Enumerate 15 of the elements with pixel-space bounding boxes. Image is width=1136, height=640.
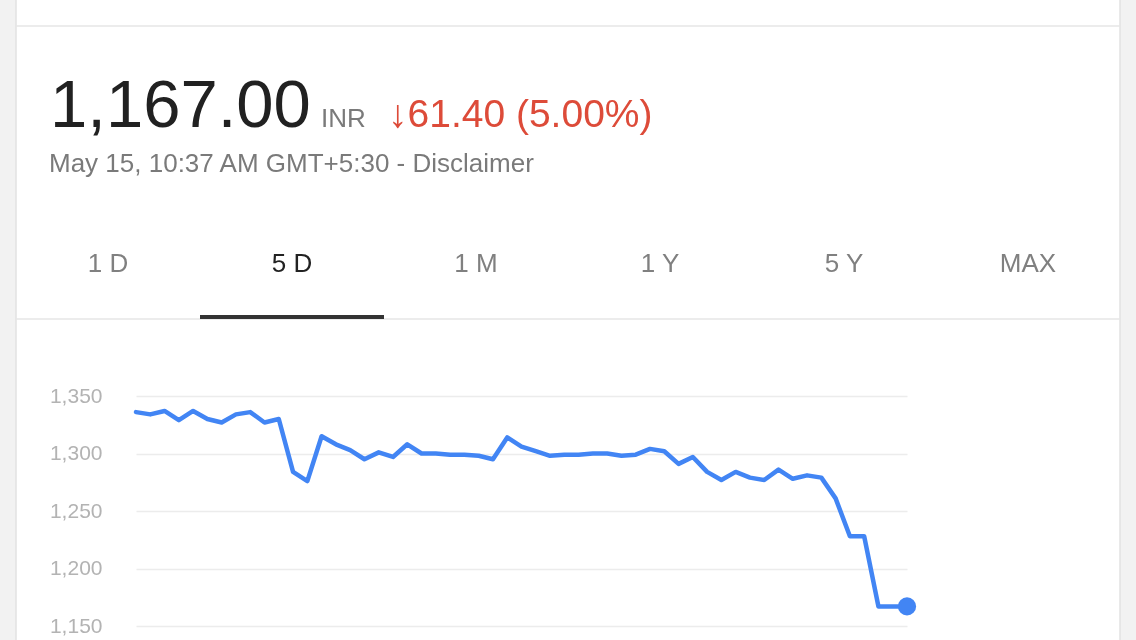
text: INR [321,103,366,133]
y-tick-label: 1,300 [49,441,103,464]
y-tick-label: 1,250 [49,498,103,522]
text: 1 Y [640,248,680,278]
y-tick-label: 1,200 [49,556,103,579]
text: 5 Y [824,248,864,278]
text: 1 D [87,248,129,278]
text: ↓61.40 (5.00%) [388,92,653,135]
text: 1 M [454,248,498,278]
chart-subtitle: May 15, 10:37 AM GMT+5:30 - Disclaimer [49,148,535,178]
y-tick-label: 1,150 [49,613,103,637]
y-tick-label: 1,350 [49,383,103,407]
chart-title: 1,167.00 [50,66,311,141]
text: MAX [999,248,1057,278]
text: 5 D [271,248,313,278]
